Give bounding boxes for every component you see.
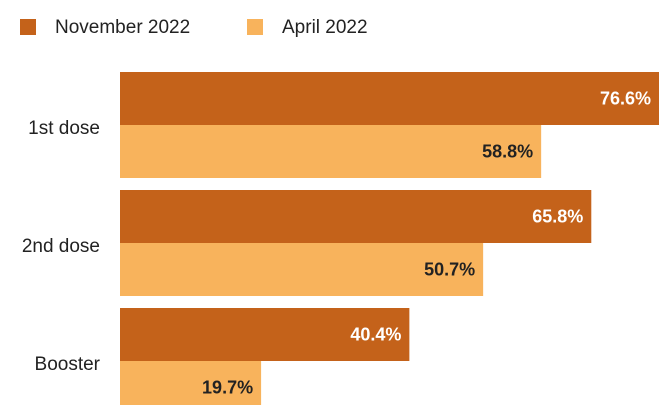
legend-swatch: [20, 19, 36, 35]
value-label: 76.6%: [600, 88, 651, 108]
bar: [120, 308, 410, 361]
category-label: Booster: [35, 354, 101, 375]
bar: [120, 361, 262, 405]
category-label: 2nd dose: [22, 236, 100, 257]
bar: [120, 72, 659, 125]
legend-label: April 2022: [282, 17, 368, 38]
value-label: 19.7%: [202, 377, 253, 397]
legend-swatch: [247, 19, 263, 35]
value-label: 40.4%: [350, 324, 401, 344]
value-label: 58.8%: [482, 141, 533, 161]
bar: [120, 190, 592, 243]
category-label: 1st dose: [28, 118, 100, 139]
legend-label: November 2022: [55, 17, 190, 38]
value-label: 50.7%: [424, 259, 475, 279]
bar: [120, 243, 484, 296]
bar: [120, 125, 542, 178]
value-label: 65.8%: [532, 206, 583, 226]
